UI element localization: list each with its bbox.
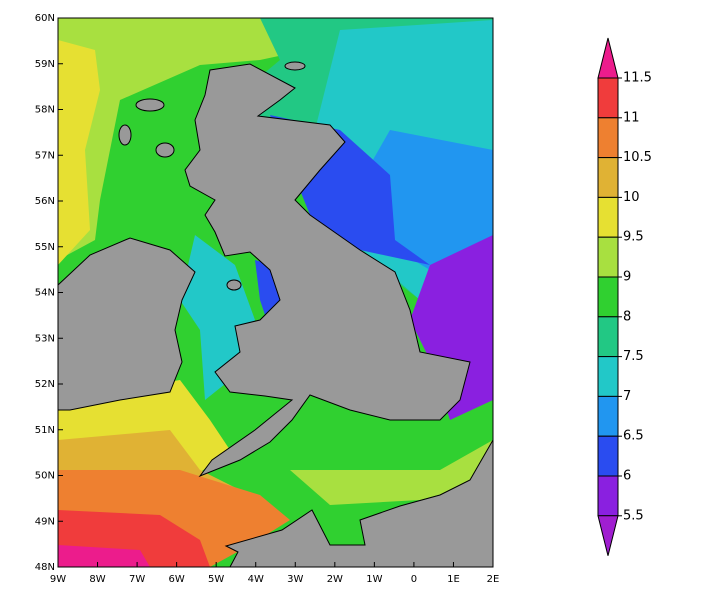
lon-label: 7W [129,574,145,585]
colorbar-label: 7.5 [623,349,644,364]
colorbar-label: 10 [623,190,640,205]
island [155,142,175,158]
france [224,438,494,568]
colorbar-band [597,395,619,437]
colorbar: 11.5 11 10.5 10 9.5 9 8 7.5 7 6.5 6 5.5 [597,37,652,556]
colorbar-top [597,37,619,79]
lat-label: 58N [35,105,55,116]
colorbar-band [597,236,619,278]
colorbar-band [597,276,619,318]
lat-label: 54N [35,288,55,299]
colorbar-band [597,117,619,159]
lat-label: 50N [35,471,55,482]
lat-label: 52N [35,379,55,390]
lon-label: 5W [208,574,224,585]
lon-label: 3W [287,574,303,585]
lon-label: 1W [366,574,382,585]
lon-label: 8W [89,574,105,585]
lat-label: 59N [35,59,55,70]
colorbar-band [597,316,619,358]
island [226,279,242,291]
colorbar-label: 9.5 [623,230,644,245]
sea-zone [58,545,150,567]
lon-label: 6W [169,574,185,585]
lat-label: 51N [35,425,55,436]
island [284,61,306,71]
sea-zone [58,40,100,265]
colorbar-band [597,196,619,238]
island [118,124,132,146]
lat-label: 53N [35,333,55,344]
lat-label: 55N [35,242,55,253]
colorbar-label: 11.5 [623,71,652,86]
colorbar-band [597,77,619,119]
colorbar-band [597,435,619,477]
lon-label: 2W [327,574,343,585]
sea-zone [410,235,493,420]
colorbar-bottom [597,515,619,556]
colorbar-band [597,157,619,198]
lat-label: 60N [35,13,55,24]
colorbar-label: 10.5 [623,150,652,165]
lat-label: 49N [35,516,55,527]
land [57,61,494,568]
great-britain [184,63,471,478]
colorbar-label: 5.5 [623,508,644,523]
sea-zone [58,18,493,260]
colorbar-label: 11 [623,110,640,125]
sea-zone [290,440,493,505]
colorbar-label: 8 [623,309,631,324]
axes: 60N 59N 58N 57N 56N 55N 54N 53N 52N 51N 50N 49N 48N9… [35,13,500,585]
lon-label: 0 [411,574,417,585]
lat-label: 48N [35,562,55,573]
colorbar-label: 6 [623,469,631,484]
lon-label: 2E [487,574,500,585]
lat-label: 56N [35,196,55,207]
lon-label: 4W [248,574,264,585]
colorbar-label: 9 [623,270,631,285]
lon-label: 1E [447,574,460,585]
colorbar-band [597,356,619,397]
lon-label: 9W [50,574,66,585]
lat-label: 57N [35,150,55,161]
island [135,98,165,112]
colorbar-label: 7 [623,389,631,404]
colorbar-label: 6.5 [623,429,644,444]
colorbar-band [597,475,619,517]
ireland [57,237,196,411]
